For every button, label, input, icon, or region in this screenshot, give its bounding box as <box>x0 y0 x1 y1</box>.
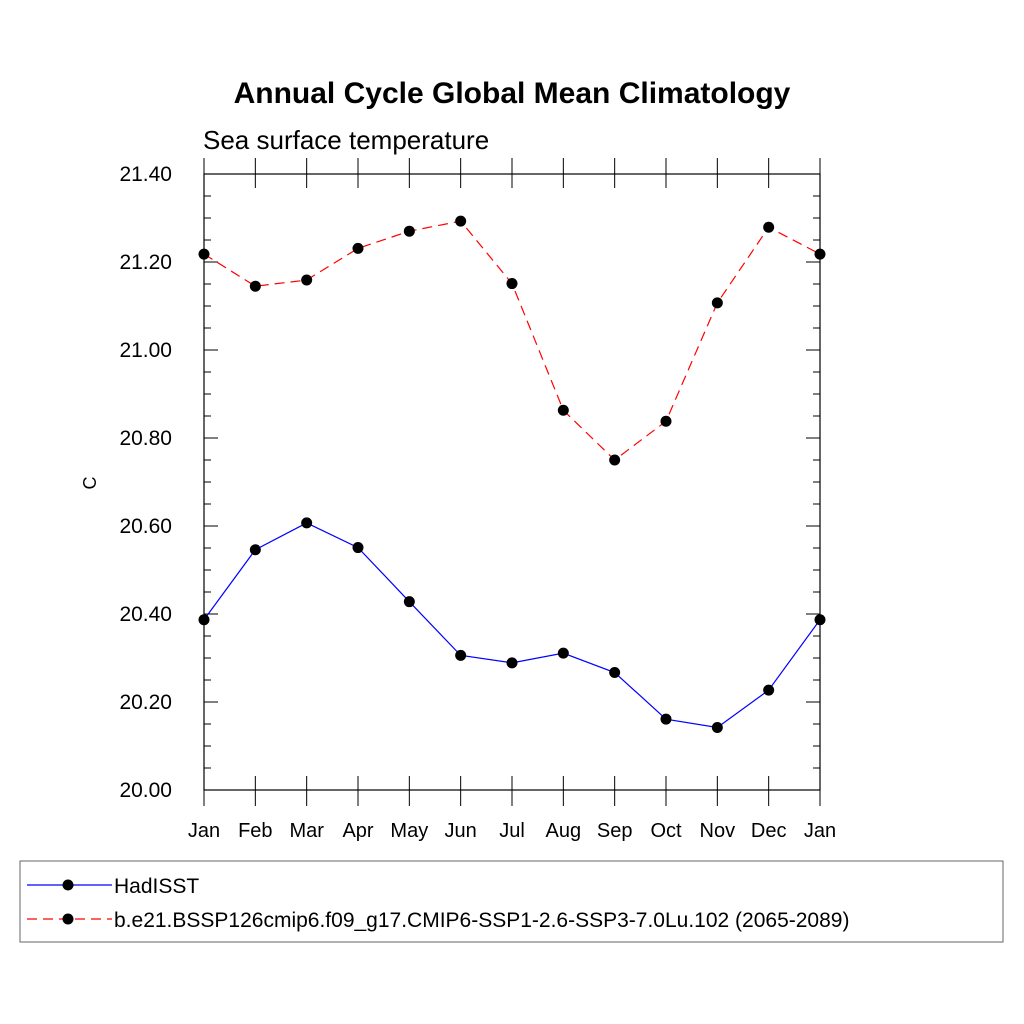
series-1-point <box>301 274 313 286</box>
x-tick-label: Oct <box>650 820 682 842</box>
y-tick-label: 20.20 <box>119 691 172 714</box>
series-0-point <box>506 657 518 669</box>
series-0-point <box>301 517 313 529</box>
series-0-point <box>352 542 364 554</box>
series-0-point <box>403 596 415 608</box>
y-tick-label: 20.80 <box>119 427 172 450</box>
series-0-point <box>557 647 569 659</box>
series-0-point <box>198 614 210 626</box>
legend-box <box>19 860 1004 943</box>
series-1-point <box>249 280 261 292</box>
x-tick-label: Jul <box>499 820 525 842</box>
x-tick-label: Nov <box>700 820 736 842</box>
series-line-1 <box>203 220 821 461</box>
y-tick-label: 20.00 <box>119 779 172 802</box>
x-tick-label: Jan <box>804 820 836 842</box>
legend-marker-0 <box>62 879 74 891</box>
series-1-point <box>557 404 569 416</box>
y-axis-label: C <box>80 477 100 490</box>
series-1-point <box>814 248 826 260</box>
x-tick-label: May <box>390 820 428 842</box>
legend: HadISST b.e21.BSSP126cmip6.f09_g17.CMIP6-… <box>19 860 1004 943</box>
y-tick-label: 21.20 <box>119 251 172 274</box>
series-1-point <box>352 242 364 254</box>
series-0-point <box>609 667 621 679</box>
series-0-point <box>711 722 723 734</box>
series-0-point <box>763 684 775 696</box>
x-tick-label: Mar <box>289 820 324 842</box>
legend-entry-0: HadISST <box>114 875 199 898</box>
y-tick-label: 21.40 <box>119 163 172 186</box>
y-tick-label: 20.40 <box>119 603 172 626</box>
series-1-point <box>763 221 775 233</box>
series-1-point <box>506 278 518 290</box>
plot-frame <box>203 173 821 791</box>
x-tick-label: Apr <box>342 820 373 842</box>
series-0-point <box>814 614 826 626</box>
chart-title: Annual Cycle Global Mean Climatology <box>234 77 791 110</box>
x-tick-label: Jun <box>445 820 477 842</box>
legend-marker-1 <box>62 913 74 925</box>
series-1-point <box>403 225 415 237</box>
series-0-point <box>455 649 467 661</box>
x-tick-label: Aug <box>546 820 582 842</box>
series-1-point <box>660 415 672 427</box>
y-tick-label: 20.60 <box>119 515 172 538</box>
series-1-point <box>455 215 467 227</box>
series-1-point <box>198 248 210 260</box>
legend-entry-1: b.e21.BSSP126cmip6.f09_g17.CMIP6-SSP1-2.… <box>114 909 849 932</box>
x-tick-label: Jan <box>188 820 220 842</box>
x-tick-label: Sep <box>597 820 633 842</box>
series-line-0 <box>203 522 821 729</box>
x-tick-label: Dec <box>751 820 787 842</box>
plot-area: 20.00 20.20 20.40 20.60 20.80 21.00 21.20 21.40… <box>119 158 836 842</box>
x-tick-label: Feb <box>238 820 272 842</box>
series-1-point <box>711 297 723 309</box>
series-1-point <box>609 454 621 466</box>
series-0-point <box>249 544 261 556</box>
series-0-point <box>660 713 672 725</box>
y-tick-label: 21.00 <box>119 339 172 362</box>
chart-subtitle: Sea surface temperature <box>203 125 489 155</box>
